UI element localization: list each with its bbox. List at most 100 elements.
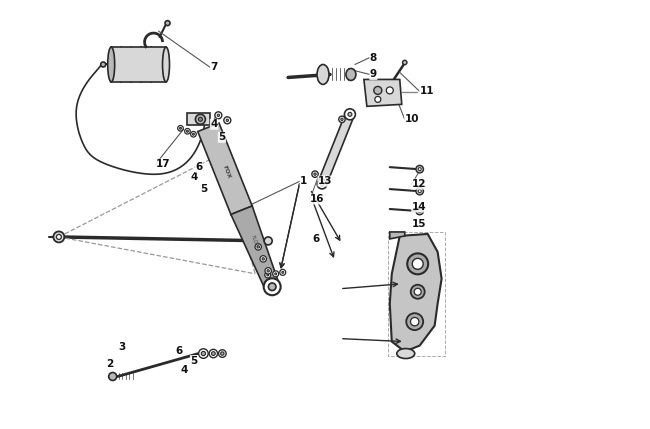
Circle shape	[226, 119, 229, 121]
Text: 5: 5	[190, 356, 198, 366]
Circle shape	[196, 114, 205, 124]
Circle shape	[416, 207, 424, 215]
Circle shape	[416, 187, 424, 195]
Circle shape	[418, 209, 421, 212]
Circle shape	[348, 112, 352, 116]
Circle shape	[218, 350, 226, 357]
Text: 6: 6	[176, 345, 183, 356]
Circle shape	[257, 246, 259, 248]
Text: 3: 3	[119, 341, 126, 352]
Text: 4: 4	[181, 366, 188, 375]
Circle shape	[317, 179, 327, 189]
Circle shape	[314, 173, 317, 175]
Circle shape	[202, 351, 205, 356]
Text: 2: 2	[106, 359, 113, 369]
Ellipse shape	[346, 69, 356, 80]
Circle shape	[280, 269, 286, 275]
Text: 4: 4	[211, 119, 218, 129]
Circle shape	[418, 190, 421, 193]
Circle shape	[281, 272, 284, 273]
Circle shape	[185, 128, 190, 134]
Circle shape	[339, 116, 345, 123]
Text: 17: 17	[155, 159, 170, 169]
Circle shape	[187, 130, 188, 132]
Circle shape	[414, 288, 421, 295]
Circle shape	[224, 117, 231, 124]
Text: 16: 16	[310, 194, 324, 204]
Circle shape	[341, 118, 343, 121]
Text: 1: 1	[300, 176, 307, 186]
Circle shape	[402, 60, 407, 65]
Circle shape	[199, 349, 208, 358]
Polygon shape	[111, 47, 166, 82]
Circle shape	[264, 278, 281, 295]
Polygon shape	[390, 234, 441, 351]
Circle shape	[57, 234, 61, 239]
Circle shape	[165, 21, 170, 26]
Text: 12: 12	[411, 179, 426, 189]
Circle shape	[408, 254, 428, 274]
Circle shape	[179, 127, 181, 129]
Circle shape	[101, 62, 106, 67]
Polygon shape	[390, 232, 405, 239]
Polygon shape	[318, 113, 354, 186]
Text: 13: 13	[318, 176, 333, 186]
Circle shape	[198, 117, 202, 121]
Circle shape	[320, 182, 324, 186]
Circle shape	[255, 244, 261, 250]
Circle shape	[267, 269, 269, 272]
Circle shape	[412, 258, 423, 269]
Circle shape	[192, 133, 194, 135]
Text: 4: 4	[190, 172, 198, 182]
Circle shape	[374, 86, 382, 94]
Text: 15: 15	[411, 219, 426, 229]
Circle shape	[344, 109, 356, 120]
Text: FLOAT: FLOAT	[249, 234, 259, 250]
Circle shape	[209, 349, 218, 358]
Text: 11: 11	[420, 86, 434, 97]
Circle shape	[262, 258, 265, 260]
Circle shape	[411, 285, 424, 299]
Text: 5: 5	[200, 184, 207, 194]
Ellipse shape	[317, 64, 329, 85]
Circle shape	[220, 352, 224, 355]
Circle shape	[264, 237, 272, 245]
Circle shape	[109, 372, 117, 381]
Text: 5: 5	[218, 132, 226, 142]
Polygon shape	[231, 206, 279, 290]
Circle shape	[265, 272, 271, 278]
Circle shape	[273, 271, 279, 277]
Text: 9: 9	[370, 69, 377, 79]
Circle shape	[215, 112, 222, 119]
Polygon shape	[364, 79, 402, 106]
Circle shape	[217, 114, 220, 117]
Circle shape	[268, 283, 276, 290]
Circle shape	[312, 171, 318, 177]
Text: 7: 7	[211, 63, 218, 73]
Circle shape	[260, 256, 266, 262]
Ellipse shape	[396, 349, 415, 359]
Polygon shape	[198, 123, 252, 214]
Circle shape	[411, 317, 419, 326]
Circle shape	[418, 168, 421, 171]
Text: 10: 10	[405, 114, 419, 124]
Circle shape	[265, 268, 271, 274]
Circle shape	[406, 313, 423, 330]
Circle shape	[386, 87, 393, 94]
Circle shape	[177, 126, 183, 131]
Circle shape	[53, 231, 64, 242]
Circle shape	[375, 97, 381, 103]
Text: FOX: FOX	[221, 164, 231, 179]
Text: 6: 6	[312, 234, 319, 244]
Circle shape	[416, 165, 424, 173]
Ellipse shape	[162, 47, 170, 82]
Circle shape	[211, 352, 215, 356]
Circle shape	[190, 131, 196, 137]
Circle shape	[266, 274, 268, 276]
Circle shape	[275, 273, 277, 275]
Text: 8: 8	[370, 52, 377, 63]
Text: 14: 14	[411, 202, 426, 212]
Ellipse shape	[108, 47, 114, 82]
Polygon shape	[187, 113, 211, 125]
Text: 6: 6	[196, 162, 203, 172]
